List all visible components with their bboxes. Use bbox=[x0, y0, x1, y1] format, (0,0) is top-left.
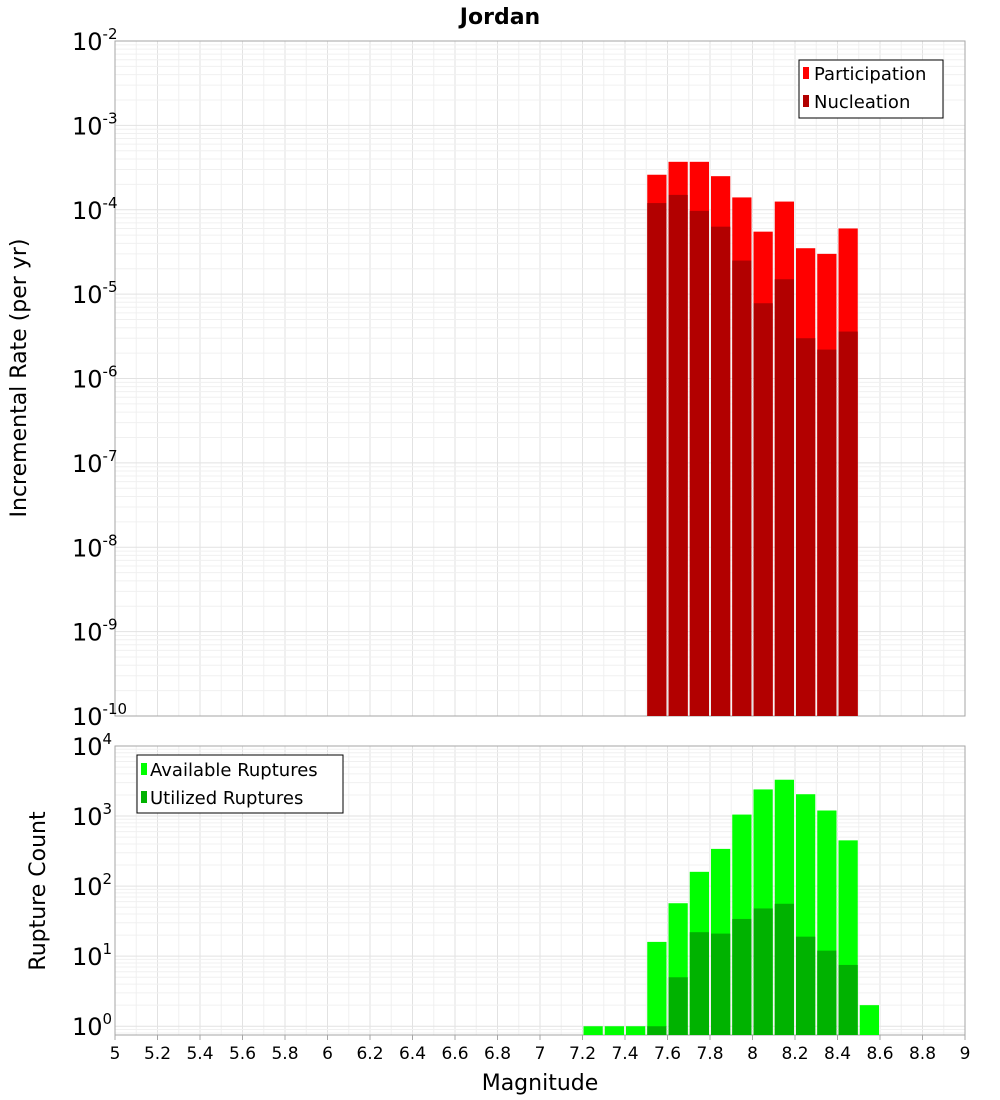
x-axis-label: Magnitude bbox=[482, 1071, 599, 1096]
top-y-tick-label: 10-9 bbox=[72, 616, 118, 647]
x-tick-label: 9 bbox=[960, 1044, 971, 1064]
x-tick-label: 7.6 bbox=[654, 1044, 681, 1064]
bottom-bar-utilized-ruptures bbox=[647, 1026, 667, 1035]
x-tick-label: 7.8 bbox=[696, 1044, 723, 1064]
bottom-bar-utilized-ruptures bbox=[838, 964, 858, 1035]
x-tick-label: 8.2 bbox=[781, 1044, 808, 1064]
bottom-bar-utilized-ruptures bbox=[774, 903, 794, 1035]
top-grid bbox=[114, 40, 966, 717]
legend-label-available-ruptures: Available Ruptures bbox=[150, 760, 318, 781]
bottom-bar-utilized-ruptures bbox=[689, 932, 709, 1035]
bottom-bar-utilized-ruptures bbox=[711, 933, 731, 1035]
x-tick-label: 6.8 bbox=[484, 1044, 511, 1064]
legend-swatch-available-ruptures bbox=[141, 763, 147, 775]
x-tick-label: 8.4 bbox=[824, 1044, 851, 1064]
top-y-tick-label: 10-5 bbox=[72, 278, 118, 309]
x-tick-label: 6.6 bbox=[441, 1044, 468, 1064]
bottom-bar-utilized-ruptures bbox=[796, 936, 816, 1035]
top-y-tick-label: 10-8 bbox=[72, 531, 118, 562]
top-bar-nucleation bbox=[689, 210, 709, 716]
top-bar-nucleation bbox=[838, 331, 858, 716]
bottom-bar-available-ruptures bbox=[626, 1026, 646, 1035]
top-bar-nucleation bbox=[711, 226, 731, 716]
bottom-y-tick-label: 104 bbox=[72, 730, 112, 761]
x-tick-label: 8.6 bbox=[866, 1044, 893, 1064]
top-y-tick-label: 10-7 bbox=[72, 447, 118, 478]
legend-swatch-participation bbox=[803, 67, 809, 79]
bottom-legend: Available Ruptures Utilized Ruptures bbox=[136, 754, 344, 814]
bottom-bar-available-ruptures bbox=[583, 1026, 603, 1035]
top-bar-nucleation bbox=[753, 303, 773, 716]
top-y-tick-label: 10-4 bbox=[72, 194, 118, 225]
x-tick-label: 7.4 bbox=[611, 1044, 638, 1064]
bottom-bar-available-ruptures bbox=[604, 1026, 624, 1035]
top-bars bbox=[647, 161, 858, 717]
x-tick-label: 8 bbox=[747, 1044, 758, 1064]
bottom-bar-available-ruptures bbox=[859, 1005, 879, 1035]
top-bar-nucleation bbox=[817, 349, 837, 716]
x-tick-label: 8.8 bbox=[909, 1044, 936, 1064]
legend-swatch-utilized-ruptures bbox=[141, 791, 147, 803]
x-tick-labels: 5 5.2 5.4 5.6 5.8 6 6.2 6.4 6.6 6.8 7 7.2 7.4 7.6 7.8 8… bbox=[110, 1035, 971, 1064]
bottom-bar-available-ruptures bbox=[647, 941, 667, 1035]
x-tick-label: 6 bbox=[322, 1044, 333, 1064]
x-tick-label: 5.6 bbox=[229, 1044, 256, 1064]
x-tick-label: 5.4 bbox=[186, 1044, 213, 1064]
bottom-bar-utilized-ruptures bbox=[668, 977, 688, 1035]
x-tick-label: 7.2 bbox=[569, 1044, 596, 1064]
legend-label-utilized-ruptures: Utilized Ruptures bbox=[150, 788, 303, 809]
top-legend-box bbox=[798, 59, 944, 119]
x-tick-label: 5.2 bbox=[144, 1044, 171, 1064]
bottom-bar-utilized-ruptures bbox=[732, 918, 752, 1035]
top-y-tick-label: 10-6 bbox=[72, 363, 118, 394]
x-tick-label: 6.2 bbox=[356, 1044, 383, 1064]
top-bar-nucleation bbox=[668, 194, 688, 716]
top-plot-area bbox=[114, 40, 966, 717]
legend-label-participation: Participation bbox=[814, 64, 926, 85]
top-y-tick-labels: 10-2 10-3 10-4 10-5 10-6 10-7 10-8 10-9 10-10 bbox=[72, 25, 127, 731]
bottom-y-tick-label: 100 bbox=[72, 1010, 112, 1041]
top-bar-nucleation bbox=[647, 203, 667, 716]
bottom-y-axis-label: Rupture Count bbox=[26, 811, 51, 971]
top-y-tick-label: 10-10 bbox=[72, 700, 127, 731]
legend-swatch-nucleation bbox=[803, 95, 809, 107]
top-y-axis-label: Incremental Rate (per yr) bbox=[7, 239, 32, 518]
x-tick-label: 7 bbox=[535, 1044, 546, 1064]
bottom-bar-utilized-ruptures bbox=[753, 908, 773, 1035]
x-tick-label: 5 bbox=[110, 1044, 121, 1064]
bottom-legend-box bbox=[136, 754, 344, 814]
bottom-y-tick-label: 103 bbox=[72, 800, 112, 831]
bottom-bars bbox=[583, 779, 879, 1035]
bottom-y-tick-label: 101 bbox=[72, 940, 112, 971]
top-bar-nucleation bbox=[774, 279, 794, 716]
top-bar-nucleation bbox=[732, 260, 752, 716]
bottom-y-tick-label: 102 bbox=[72, 870, 112, 901]
x-tick-label: 5.8 bbox=[271, 1044, 298, 1064]
chart-title: Jordan bbox=[458, 5, 540, 30]
top-y-tick-label: 10-2 bbox=[72, 25, 118, 56]
top-bar-nucleation bbox=[796, 338, 816, 716]
bottom-y-tick-labels: 104 103 102 101 100 bbox=[72, 730, 112, 1041]
bottom-bar-utilized-ruptures bbox=[817, 950, 837, 1035]
x-tick-label: 6.4 bbox=[399, 1044, 426, 1064]
top-y-tick-label: 10-3 bbox=[72, 109, 118, 140]
legend-label-nucleation: Nucleation bbox=[814, 92, 910, 113]
top-legend: Participation Nucleation bbox=[798, 59, 944, 119]
